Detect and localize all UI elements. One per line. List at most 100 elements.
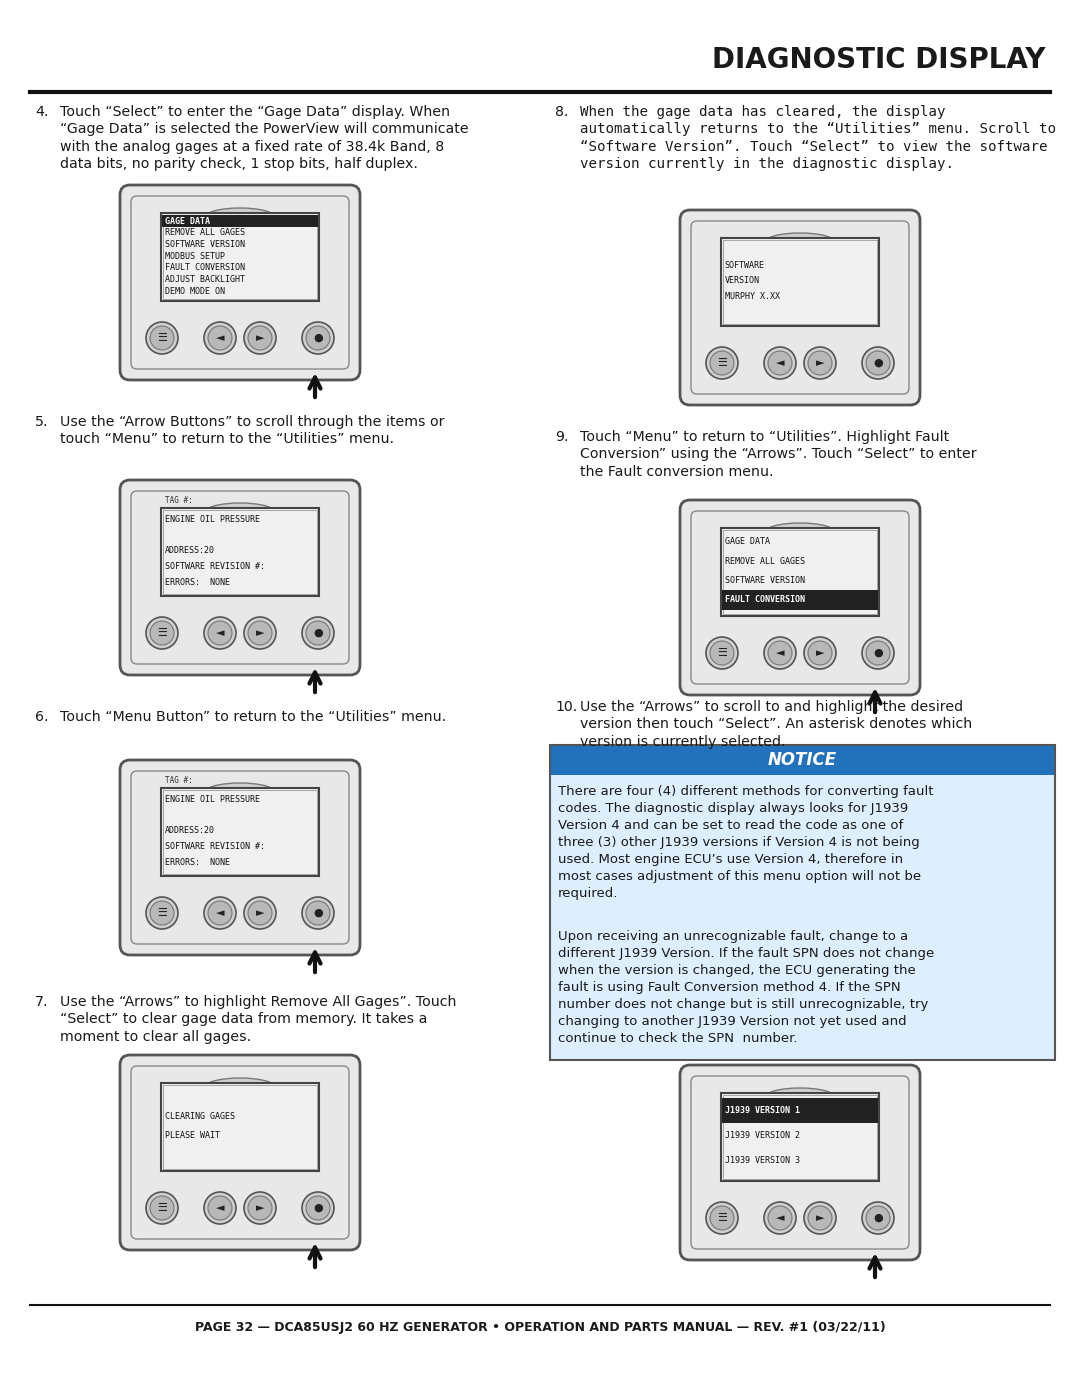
Circle shape xyxy=(248,901,272,925)
Text: ●: ● xyxy=(873,1213,882,1222)
Circle shape xyxy=(204,1192,237,1224)
Text: 7.: 7. xyxy=(35,995,49,1009)
Text: ●: ● xyxy=(313,332,323,344)
Text: Upon receiving an unrecognizable fault, change to a
different J1939 Version. If : Upon receiving an unrecognizable fault, … xyxy=(558,930,934,1045)
Circle shape xyxy=(248,326,272,351)
Text: ►: ► xyxy=(815,358,824,367)
FancyBboxPatch shape xyxy=(550,775,1055,1060)
Circle shape xyxy=(306,326,330,351)
Text: SOFTWARE: SOFTWARE xyxy=(725,261,765,270)
Circle shape xyxy=(146,897,178,929)
Ellipse shape xyxy=(205,782,275,800)
Text: ●: ● xyxy=(873,648,882,658)
FancyBboxPatch shape xyxy=(161,212,320,300)
Circle shape xyxy=(710,351,734,374)
Text: J1939 VERSION 1: J1939 VERSION 1 xyxy=(725,1106,800,1115)
Text: ☰: ☰ xyxy=(717,1213,727,1222)
Text: ◄: ◄ xyxy=(775,1213,784,1222)
Circle shape xyxy=(706,637,738,669)
Text: Touch “Menu Button” to return to the “Utilities” menu.: Touch “Menu Button” to return to the “Ut… xyxy=(60,710,446,724)
Circle shape xyxy=(208,1196,232,1220)
Text: ☰: ☰ xyxy=(717,358,727,367)
Circle shape xyxy=(804,1201,836,1234)
Text: 10.: 10. xyxy=(555,700,577,714)
FancyBboxPatch shape xyxy=(680,1065,920,1260)
Text: 4.: 4. xyxy=(35,105,49,119)
Ellipse shape xyxy=(765,233,835,251)
Text: MURPHY X.XX: MURPHY X.XX xyxy=(725,292,780,302)
Text: ►: ► xyxy=(256,1203,265,1213)
Text: ADJUST BACKLIGHT: ADJUST BACKLIGHT xyxy=(165,275,245,284)
Circle shape xyxy=(808,641,832,665)
Text: VERSION: VERSION xyxy=(725,277,760,285)
Text: TAG #:: TAG #: xyxy=(165,496,192,504)
Circle shape xyxy=(866,641,890,665)
Text: ●: ● xyxy=(313,629,323,638)
Circle shape xyxy=(862,1201,894,1234)
Circle shape xyxy=(862,346,894,379)
Circle shape xyxy=(862,637,894,669)
Text: DIAGNOSTIC DISPLAY: DIAGNOSTIC DISPLAY xyxy=(712,46,1045,74)
Circle shape xyxy=(706,346,738,379)
Circle shape xyxy=(302,1192,334,1224)
Circle shape xyxy=(244,897,276,929)
Circle shape xyxy=(808,1206,832,1229)
Ellipse shape xyxy=(205,208,275,226)
Circle shape xyxy=(204,321,237,353)
Text: ADDRESS:20: ADDRESS:20 xyxy=(165,827,215,835)
Text: ●: ● xyxy=(313,1203,323,1213)
Circle shape xyxy=(866,1206,890,1229)
Text: ☰: ☰ xyxy=(717,648,727,658)
Circle shape xyxy=(302,321,334,353)
FancyBboxPatch shape xyxy=(720,1092,879,1180)
FancyBboxPatch shape xyxy=(120,481,360,675)
Text: ◄: ◄ xyxy=(216,1203,225,1213)
Text: NOTICE: NOTICE xyxy=(768,752,837,768)
Circle shape xyxy=(306,901,330,925)
Circle shape xyxy=(768,641,792,665)
FancyBboxPatch shape xyxy=(550,745,1055,775)
Circle shape xyxy=(248,622,272,645)
Text: ●: ● xyxy=(313,908,323,918)
Text: ☰: ☰ xyxy=(157,629,167,638)
Circle shape xyxy=(302,897,334,929)
Text: There are four (4) different methods for converting fault
codes. The diagnostic : There are four (4) different methods for… xyxy=(558,785,933,900)
Text: ◄: ◄ xyxy=(216,908,225,918)
Text: DEMO MODE ON: DEMO MODE ON xyxy=(165,286,225,296)
Text: 6.: 6. xyxy=(35,710,49,724)
Text: PAGE 32 — DCA85USJ2 60 HZ GENERATOR • OPERATION AND PARTS MANUAL — REV. #1 (03/2: PAGE 32 — DCA85USJ2 60 HZ GENERATOR • OP… xyxy=(194,1320,886,1334)
Text: 5.: 5. xyxy=(35,415,49,429)
FancyBboxPatch shape xyxy=(120,1055,360,1250)
Circle shape xyxy=(204,617,237,650)
Text: ☰: ☰ xyxy=(157,1203,167,1213)
Text: Use the “Arrow Buttons” to scroll through the items or
touch “Menu” to return to: Use the “Arrow Buttons” to scroll throug… xyxy=(60,415,445,446)
Text: ◄: ◄ xyxy=(216,332,225,344)
Text: SOFTWARE REVISION #:: SOFTWARE REVISION #: xyxy=(165,563,265,571)
FancyBboxPatch shape xyxy=(721,590,878,609)
Circle shape xyxy=(804,346,836,379)
FancyBboxPatch shape xyxy=(120,184,360,380)
Circle shape xyxy=(306,1196,330,1220)
Text: SOFTWARE VERSION: SOFTWARE VERSION xyxy=(725,576,805,585)
Circle shape xyxy=(302,617,334,650)
FancyBboxPatch shape xyxy=(162,215,319,226)
Text: J1939 VERSION 2: J1939 VERSION 2 xyxy=(725,1132,800,1140)
Ellipse shape xyxy=(205,503,275,521)
Circle shape xyxy=(146,617,178,650)
Text: FAULT CONVERSION: FAULT CONVERSION xyxy=(725,595,805,605)
Circle shape xyxy=(768,1206,792,1229)
Text: MODBUS SETUP: MODBUS SETUP xyxy=(165,251,225,261)
FancyBboxPatch shape xyxy=(161,509,320,595)
Text: ◄: ◄ xyxy=(775,358,784,367)
Text: ►: ► xyxy=(256,332,265,344)
Text: ENGINE OIL PRESSURE: ENGINE OIL PRESSURE xyxy=(165,514,260,524)
Circle shape xyxy=(248,1196,272,1220)
Circle shape xyxy=(150,1196,174,1220)
Circle shape xyxy=(804,637,836,669)
Text: GAGE DATA: GAGE DATA xyxy=(165,217,210,226)
Text: ►: ► xyxy=(256,629,265,638)
Circle shape xyxy=(150,901,174,925)
Circle shape xyxy=(150,622,174,645)
Text: REMOVE ALL GAGES: REMOVE ALL GAGES xyxy=(725,556,805,566)
Text: ◄: ◄ xyxy=(216,629,225,638)
